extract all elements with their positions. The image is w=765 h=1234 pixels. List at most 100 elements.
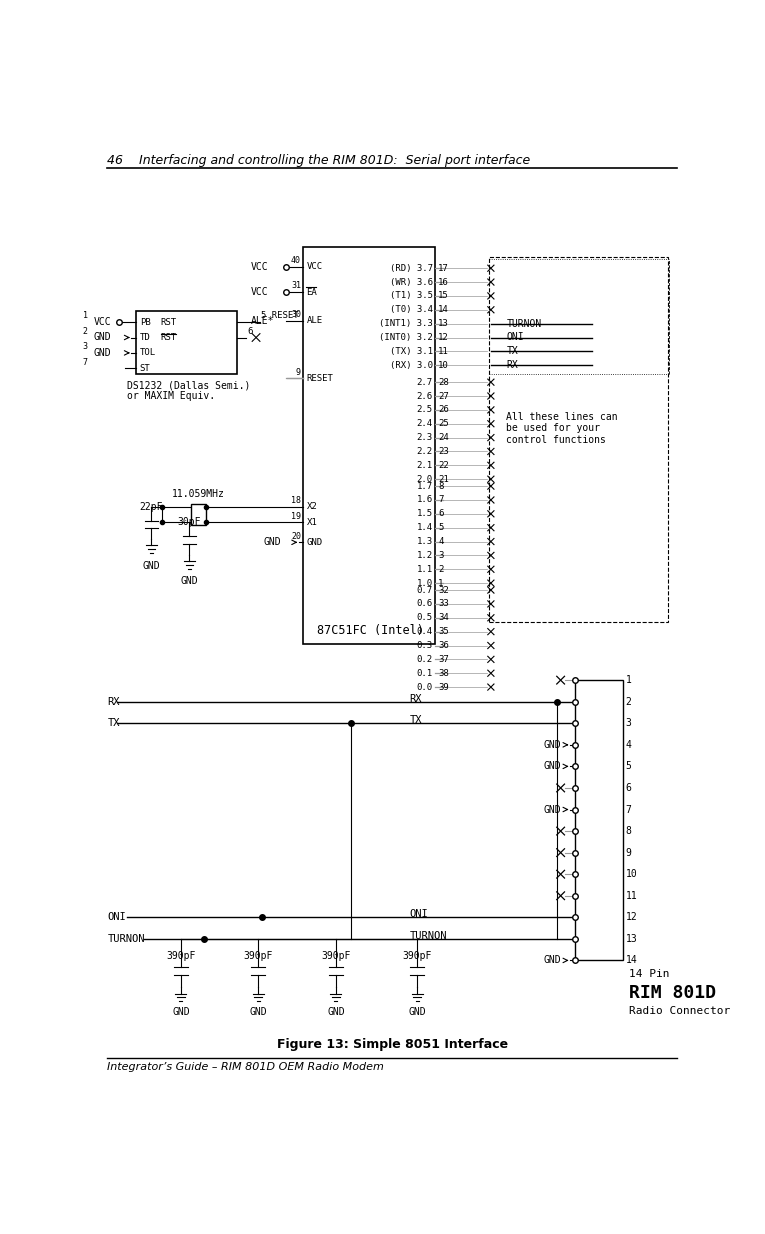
Text: TURNON: TURNON <box>409 930 447 940</box>
Text: 0.3: 0.3 <box>417 640 433 650</box>
Text: RX: RX <box>107 697 120 707</box>
Text: 1.2: 1.2 <box>417 550 433 560</box>
Text: GND: GND <box>409 1007 426 1017</box>
Text: 2: 2 <box>438 565 444 574</box>
Text: 6: 6 <box>438 510 444 518</box>
Text: TX: TX <box>107 718 120 728</box>
Text: 26: 26 <box>438 406 449 415</box>
Text: ALE: ALE <box>307 316 323 325</box>
Text: 8: 8 <box>438 481 444 491</box>
Text: All these lines can
be used for your
control functions: All these lines can be used for your con… <box>506 412 618 445</box>
Text: 13: 13 <box>626 934 637 944</box>
Text: GND: GND <box>172 1007 190 1017</box>
Text: 4: 4 <box>438 537 444 547</box>
Text: GND: GND <box>543 805 561 814</box>
Text: GND: GND <box>327 1007 345 1017</box>
Text: 5 RESET: 5 RESET <box>262 311 299 321</box>
Text: 32: 32 <box>438 586 449 595</box>
Text: RESET: RESET <box>307 374 334 383</box>
Text: 3: 3 <box>438 550 444 560</box>
Text: 40: 40 <box>291 255 301 265</box>
Text: 7: 7 <box>438 496 444 505</box>
Text: GND: GND <box>307 538 323 547</box>
Text: Figure 13: Simple 8051 Interface: Figure 13: Simple 8051 Interface <box>277 1038 508 1051</box>
Bar <box>490 257 668 622</box>
Text: 10: 10 <box>626 869 637 879</box>
Text: (INT1) 3.3: (INT1) 3.3 <box>379 320 433 328</box>
Text: ALE*: ALE* <box>251 316 274 326</box>
Text: 2.1: 2.1 <box>417 460 433 470</box>
Text: 37: 37 <box>438 655 449 664</box>
Text: 23: 23 <box>438 447 449 455</box>
Text: 25: 25 <box>438 420 449 428</box>
Text: GND: GND <box>249 1007 267 1017</box>
Text: 0.2: 0.2 <box>417 655 433 664</box>
Text: 20: 20 <box>291 532 301 540</box>
Text: 12: 12 <box>626 912 637 922</box>
Text: 14: 14 <box>438 305 449 315</box>
Text: 30pF: 30pF <box>177 517 201 527</box>
Text: 0.5: 0.5 <box>417 613 433 622</box>
Text: 34: 34 <box>438 613 449 622</box>
Text: 4: 4 <box>626 740 632 750</box>
Text: 8: 8 <box>626 826 632 837</box>
Text: TX: TX <box>409 716 422 726</box>
Text: 46    Interfacing and controlling the RIM 801D:  Serial port interface: 46 Interfacing and controlling the RIM 8… <box>107 154 530 167</box>
Text: GND: GND <box>93 332 111 343</box>
Text: (T0) 3.4: (T0) 3.4 <box>389 305 433 315</box>
Text: 7: 7 <box>83 358 88 366</box>
Text: 11: 11 <box>626 891 637 901</box>
Text: 0.6: 0.6 <box>417 600 433 608</box>
Text: 0.0: 0.0 <box>417 682 433 691</box>
Text: TX: TX <box>506 347 518 357</box>
Text: 1: 1 <box>83 311 88 321</box>
Text: 39: 39 <box>438 682 449 691</box>
Text: RST: RST <box>161 317 177 327</box>
Text: 390pF: 390pF <box>244 951 273 961</box>
Text: GND: GND <box>263 537 281 548</box>
Text: 2: 2 <box>83 327 88 336</box>
Text: TURNON: TURNON <box>506 318 542 328</box>
Text: 9: 9 <box>626 848 632 858</box>
Text: 2.2: 2.2 <box>417 447 433 455</box>
Text: ST: ST <box>140 364 151 373</box>
Text: 2.5: 2.5 <box>417 406 433 415</box>
Text: Radio Connector: Radio Connector <box>629 1006 730 1017</box>
Text: VCC: VCC <box>251 288 269 297</box>
Text: 30: 30 <box>291 310 301 318</box>
Text: 1.4: 1.4 <box>417 523 433 532</box>
Text: 390pF: 390pF <box>321 951 350 961</box>
Text: 10: 10 <box>438 360 449 370</box>
Text: 14: 14 <box>626 955 637 965</box>
Text: 11.059MHz: 11.059MHz <box>172 489 225 500</box>
Text: 6: 6 <box>626 782 632 793</box>
Text: 22: 22 <box>438 460 449 470</box>
Text: VCC: VCC <box>251 262 269 271</box>
Text: 0.7: 0.7 <box>417 586 433 595</box>
Text: (RX) 3.0: (RX) 3.0 <box>389 360 433 370</box>
Text: 18: 18 <box>291 496 301 505</box>
Text: 11: 11 <box>438 347 449 355</box>
Text: 390pF: 390pF <box>166 951 196 961</box>
Text: DS1232 (Dallas Semi.): DS1232 (Dallas Semi.) <box>127 380 250 390</box>
Text: 15: 15 <box>438 291 449 300</box>
Text: EA: EA <box>307 288 317 296</box>
Text: (WR) 3.6: (WR) 3.6 <box>389 278 433 286</box>
Text: 17: 17 <box>438 264 449 273</box>
Text: 0.4: 0.4 <box>417 627 433 637</box>
Text: GND: GND <box>543 761 561 771</box>
Text: 5: 5 <box>438 523 444 532</box>
Text: 14 Pin: 14 Pin <box>629 969 669 980</box>
Text: 12: 12 <box>438 333 449 342</box>
Text: 24: 24 <box>438 433 449 442</box>
Text: 1: 1 <box>438 579 444 587</box>
Text: 27: 27 <box>438 391 449 401</box>
Text: 22pF: 22pF <box>140 501 163 512</box>
Text: RST: RST <box>161 333 177 342</box>
Text: ONI: ONI <box>506 332 524 343</box>
Bar <box>136 311 236 374</box>
Text: 1.0: 1.0 <box>417 579 433 587</box>
Text: ONI: ONI <box>107 912 126 922</box>
Text: 7: 7 <box>626 805 632 814</box>
Text: 33: 33 <box>438 600 449 608</box>
